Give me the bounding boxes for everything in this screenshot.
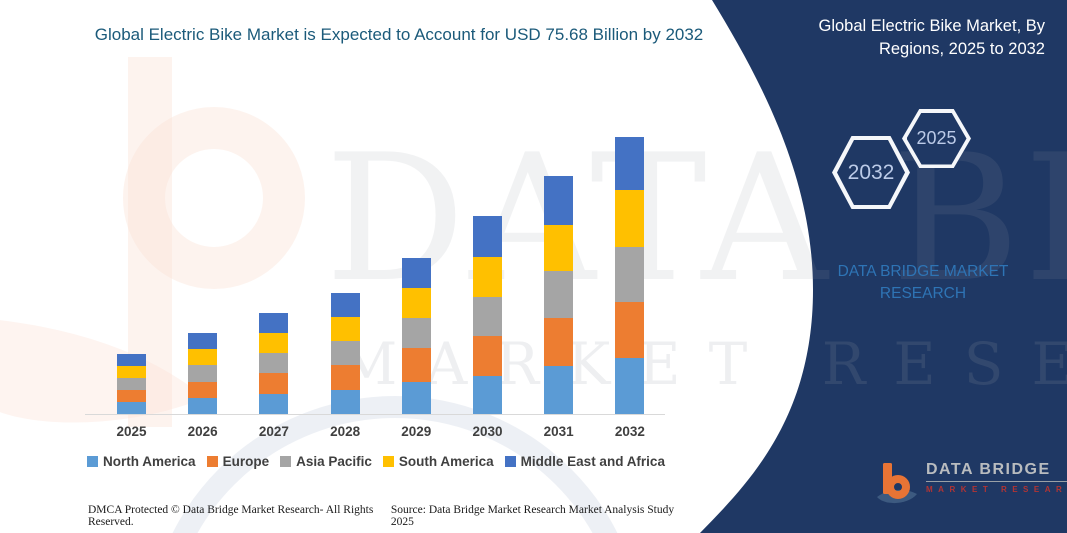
x-axis-label-2029: 2029	[401, 424, 432, 439]
legend-label: Middle East and Africa	[520, 454, 665, 469]
bar-segment-asia-pacific	[544, 271, 574, 319]
bar-segment-south-america	[330, 316, 360, 342]
hexagon-2032-label: 2032	[847, 160, 895, 184]
company-logo: DATA BRIDGE MARKET RESEARCH	[876, 461, 1067, 507]
bar-segment-asia-pacific	[117, 377, 146, 390]
logo-name: DATA BRIDGE	[926, 461, 1067, 482]
bar-segment-south-america	[401, 288, 431, 319]
bar-segment-north-america	[615, 358, 645, 414]
legend-swatch	[280, 456, 292, 467]
stacked-bar-2029	[401, 258, 431, 414]
data-bridge-b-icon	[877, 463, 917, 504]
legend-label: Europe	[222, 454, 270, 469]
bar-segment-europe	[401, 348, 431, 382]
logo-tagline: MARKET RESEARCH	[926, 485, 1067, 494]
bar-segment-south-america	[117, 366, 146, 378]
bar-segment-middle-east-and-africa	[330, 292, 360, 317]
bar-segment-middle-east-and-africa	[117, 353, 146, 367]
bar-segment-north-america	[259, 393, 289, 414]
bar-segment-europe	[259, 373, 289, 394]
bar-segment-middle-east-and-africa	[544, 176, 574, 225]
stacked-bar-2027	[259, 312, 289, 414]
bar-segment-north-america	[401, 381, 431, 414]
stacked-bar-2025	[117, 353, 146, 414]
hexagon-2025-label: 2025	[916, 128, 957, 148]
side-panel-heading: Global Electric Bike Market, By Regions,…	[818, 17, 1046, 58]
bar-segment-europe	[330, 365, 360, 390]
legend-item-middle-east-and-africa: Middle East and Africa	[504, 454, 665, 469]
stacked-bar-2026	[188, 333, 218, 414]
x-axis-label-2032: 2032	[614, 424, 645, 439]
bar-segment-middle-east-and-africa	[473, 215, 502, 258]
x-axis-label-2025: 2025	[116, 424, 147, 439]
bar-segment-middle-east-and-africa	[259, 312, 289, 334]
stacked-bar-2031	[544, 176, 574, 414]
legend-item-north-america: North America	[87, 454, 196, 469]
stacked-bar-2032	[615, 137, 645, 414]
stacked-bar-2028	[330, 292, 360, 414]
plot-area	[85, 118, 665, 415]
bar-segment-north-america	[330, 389, 360, 414]
bar-segment-north-america	[544, 366, 574, 414]
bar-segment-south-america	[544, 224, 574, 272]
bar-segment-asia-pacific	[188, 365, 218, 383]
stacked-bar-2030	[473, 215, 502, 414]
bar-segment-north-america	[473, 375, 502, 414]
bar-segment-europe	[544, 318, 574, 367]
bar-segment-asia-pacific	[330, 341, 360, 366]
bar-segment-asia-pacific	[615, 246, 645, 303]
legend-label: South America	[398, 454, 494, 469]
bar-segment-south-america	[473, 257, 502, 297]
bar-segment-middle-east-and-africa	[615, 137, 645, 190]
bar-segment-north-america	[188, 397, 218, 414]
bar-segment-asia-pacific	[259, 353, 289, 374]
brand-caption: DATA BRIDGE MARKET RESEARCH	[837, 263, 1009, 302]
legend-label: North America	[103, 454, 196, 469]
x-axis-label-2027: 2027	[258, 424, 289, 439]
bar-segment-asia-pacific	[401, 318, 431, 349]
legend-swatch	[382, 456, 394, 467]
bar-segment-middle-east-and-africa	[188, 333, 218, 350]
x-axis-label-2031: 2031	[543, 424, 574, 439]
footer-source: Source: Data Bridge Market Research Mark…	[390, 504, 675, 528]
bar-segment-europe	[615, 302, 645, 359]
bar-segment-north-america	[117, 401, 146, 414]
legend-label: Asia Pacific	[296, 454, 372, 469]
x-axis-label-2026: 2026	[187, 424, 218, 439]
legend-item-asia-pacific: Asia Pacific	[280, 454, 372, 469]
bar-segment-south-america	[188, 349, 218, 366]
hexagon-2025: 2025	[902, 109, 971, 168]
bar-segment-asia-pacific	[473, 296, 502, 336]
bar-segment-south-america	[259, 333, 289, 354]
chart-legend: North America Europe Asia Pacific South Ame…	[85, 454, 667, 469]
legend-item-europe: Europe	[206, 454, 270, 469]
x-axis-labels: 2025 2026 2027 2028 2029 2030 2031 2032	[85, 424, 665, 442]
x-axis-label-2030: 2030	[472, 424, 503, 439]
chart-title: Global Electric Bike Market is Expected …	[94, 25, 704, 44]
bar-segment-europe	[117, 389, 146, 402]
bar-segment-middle-east-and-africa	[401, 258, 431, 289]
bar-segment-south-america	[615, 189, 645, 247]
legend-swatch	[504, 456, 516, 467]
footer: DMCA Protected © Data Bridge Market Rese…	[88, 504, 688, 528]
logo-text: DATA BRIDGE MARKET RESEARCH	[926, 461, 1067, 494]
bar-segment-europe	[473, 335, 502, 376]
hexagon-2032: 2032	[832, 136, 910, 209]
legend-swatch	[87, 456, 99, 467]
legend-item-south-america: South America	[382, 454, 494, 469]
legend-swatch	[206, 456, 218, 467]
footer-copyright: DMCA Protected © Data Bridge Market Rese…	[88, 504, 374, 528]
x-axis-label-2028: 2028	[330, 424, 361, 439]
bar-segment-europe	[188, 382, 218, 398]
